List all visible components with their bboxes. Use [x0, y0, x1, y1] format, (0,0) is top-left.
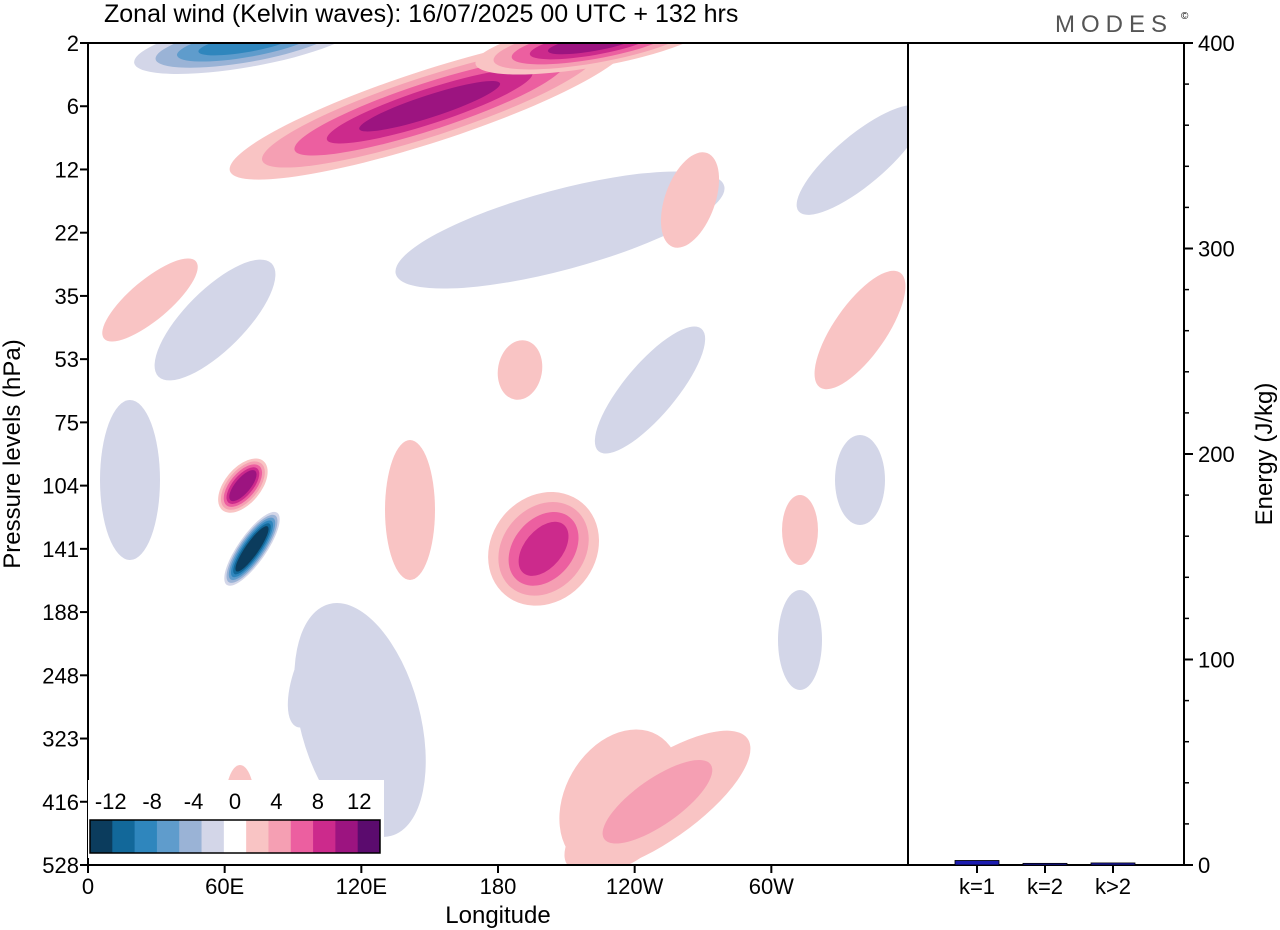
colorbar-label: 4 [270, 789, 282, 814]
westerly-anomaly [218, 458, 268, 513]
energy-axis-label: Energy (J/kg) [1251, 383, 1278, 526]
x-tick-label: 60W [749, 874, 794, 899]
contour-band [547, 43, 640, 55]
y-tick-label: 323 [42, 727, 79, 752]
x-tick-label: 120E [336, 874, 387, 899]
weak-contour [395, 171, 725, 289]
colorbar-label: 8 [312, 789, 324, 814]
y-tick-label: 22 [55, 221, 79, 246]
weak-contour [102, 258, 198, 342]
colorbar-label: -4 [184, 789, 204, 814]
contour-plot: 0 60E 120E 180 120W 60W 2 6 12 22 35 53 75 104 141 188… [0, 31, 909, 929]
westerly-anomaly [488, 492, 600, 606]
weak-contour [660, 152, 720, 248]
colorbar-swatch [290, 820, 314, 853]
colorbar-swatch [268, 820, 292, 853]
energy-bar [1022, 862, 1068, 866]
easterly-anomaly [134, 43, 361, 74]
colorbar-label: -12 [95, 789, 127, 814]
energy-axis: 0 100 200 300 400 [1184, 31, 1235, 878]
contour-band [198, 43, 297, 56]
y-tick-label: 528 [42, 853, 79, 878]
contour-band [229, 470, 257, 502]
easterly-anomaly [224, 511, 280, 586]
logo-registered-mark: © [1181, 11, 1189, 22]
energy-tick-label: 200 [1198, 442, 1235, 467]
energy-category-label: k=2 [1027, 874, 1063, 899]
energy-panel: k=1 k=2 k>2 0 100 200 300 400 Energy (J/kg) [907, 31, 1278, 899]
x-axis-label: Longitude [445, 902, 550, 929]
energy-tick-label: 300 [1198, 237, 1235, 262]
x-tick-label: 180 [480, 874, 517, 899]
colorbar-frame [89, 819, 381, 854]
weak-contour [814, 270, 906, 390]
y-tick-label: 248 [42, 663, 79, 688]
y-tick-label: 75 [55, 410, 79, 435]
energy-bar [954, 860, 1000, 866]
y-axis: 2 6 12 22 35 53 75 104 141 188 248 323 416 528 [42, 31, 88, 878]
weak-contour [594, 326, 706, 454]
energy-tick-label: 400 [1198, 31, 1235, 56]
colorbar-swatch [335, 820, 359, 853]
energy-frame [907, 42, 1185, 866]
colorbar-legend: -12 -8 -4 0 4 8 12 [88, 780, 384, 858]
colorbar-label: 0 [229, 789, 241, 814]
colorbar-swatch [313, 820, 336, 853]
colorbar-swatch [134, 820, 158, 853]
easterly-anomaly [287, 623, 344, 728]
energy-category-label: k>2 [1095, 874, 1131, 899]
contour-band [602, 759, 713, 844]
modes-logo: MODES [1055, 11, 1173, 38]
weak-contour [796, 105, 908, 215]
energy-tick-label: 100 [1198, 648, 1235, 673]
weak-contour [782, 495, 818, 565]
colorbar-swatch [201, 820, 225, 853]
x-axis: 0 60E 120E 180 120W 60W [82, 865, 794, 899]
y-axis-label: Pressure levels (hPa) [0, 339, 26, 568]
chart-title: Zonal wind (Kelvin waves): 16/07/2025 00… [104, 0, 738, 28]
weak-contour [778, 590, 822, 690]
y-tick-label: 416 [42, 790, 79, 815]
plot-background [88, 43, 908, 865]
weak-contour [154, 259, 276, 381]
weak-contour [385, 440, 435, 580]
x-tick-label: 0 [82, 874, 94, 899]
energy-bar [1090, 862, 1136, 866]
colorbar-label: 12 [347, 789, 371, 814]
energy-category-label: k=1 [959, 874, 995, 899]
y-tick-label: 12 [55, 157, 79, 182]
contour-band [518, 521, 569, 576]
contour-band [287, 623, 344, 728]
energy-tick-label: 0 [1198, 853, 1210, 878]
y-tick-label: 2 [67, 31, 79, 56]
contour-band [359, 81, 501, 132]
colorbar-swatch [156, 820, 180, 853]
weak-contour [835, 435, 885, 525]
weak-contour [100, 400, 160, 560]
colorbar-swatch [223, 820, 247, 853]
y-tick-label: 141 [42, 537, 79, 562]
energy-bars: k=1 k=2 k>2 [954, 860, 1136, 899]
weak-contour [497, 340, 543, 400]
colorbar-swatch [112, 820, 136, 853]
westerly-anomaly [564, 730, 751, 865]
contour-band [235, 526, 269, 572]
y-tick-label: 188 [42, 600, 79, 625]
colorbar-label: -8 [142, 789, 162, 814]
x-tick-label: 60E [205, 874, 244, 899]
colorbar-swatch [246, 820, 269, 853]
colorbar-swatch [179, 820, 203, 853]
y-tick-label: 6 [67, 94, 79, 119]
colorbar-swatch [90, 820, 113, 853]
y-tick-label: 35 [55, 284, 79, 309]
y-tick-label: 53 [55, 347, 79, 372]
y-tick-label: 104 [42, 474, 79, 499]
colorbar-swatch [357, 820, 381, 853]
x-tick-label: 120W [606, 874, 664, 899]
westerly-anomaly [475, 43, 712, 75]
wind-contours [100, 43, 908, 865]
